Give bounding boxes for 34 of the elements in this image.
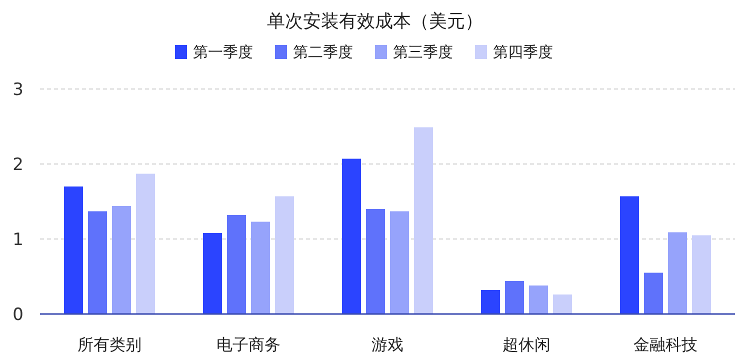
- chart-title: 单次安装有效成本（美元）: [267, 11, 483, 32]
- bar: [112, 206, 131, 314]
- bar: [644, 272, 663, 314]
- bar: [88, 211, 107, 314]
- bar: [251, 222, 270, 314]
- x-tick-label: 游戏: [372, 335, 404, 354]
- bar: [342, 158, 361, 314]
- x-tick-label: 超休闲: [502, 335, 550, 354]
- bar: [414, 127, 433, 314]
- bar: [203, 233, 222, 314]
- bar: [505, 281, 524, 314]
- bar: [390, 211, 409, 314]
- legend-label: 第一季度: [193, 43, 253, 61]
- bar: [275, 196, 294, 314]
- legend-label: 第三季度: [393, 43, 453, 61]
- bar: [481, 290, 500, 314]
- bar: [366, 209, 385, 314]
- bar: [227, 215, 246, 314]
- x-tick-label: 所有类别: [78, 335, 142, 354]
- y-tick-label: 1: [12, 230, 24, 250]
- x-tick-label: 金融科技: [634, 335, 698, 354]
- bar: [64, 186, 83, 314]
- bar: [668, 232, 687, 314]
- bar: [620, 196, 639, 314]
- legend-label: 第二季度: [293, 43, 353, 61]
- bar: [553, 294, 572, 314]
- y-tick-label: 0: [12, 305, 24, 325]
- y-tick-label: 3: [12, 80, 24, 100]
- bar: [529, 286, 548, 314]
- bar: [136, 174, 155, 314]
- legend-label: 第四季度: [493, 43, 553, 61]
- x-tick-label: 电子商务: [216, 335, 280, 354]
- y-tick-label: 2: [12, 155, 24, 175]
- bar: [692, 235, 711, 314]
